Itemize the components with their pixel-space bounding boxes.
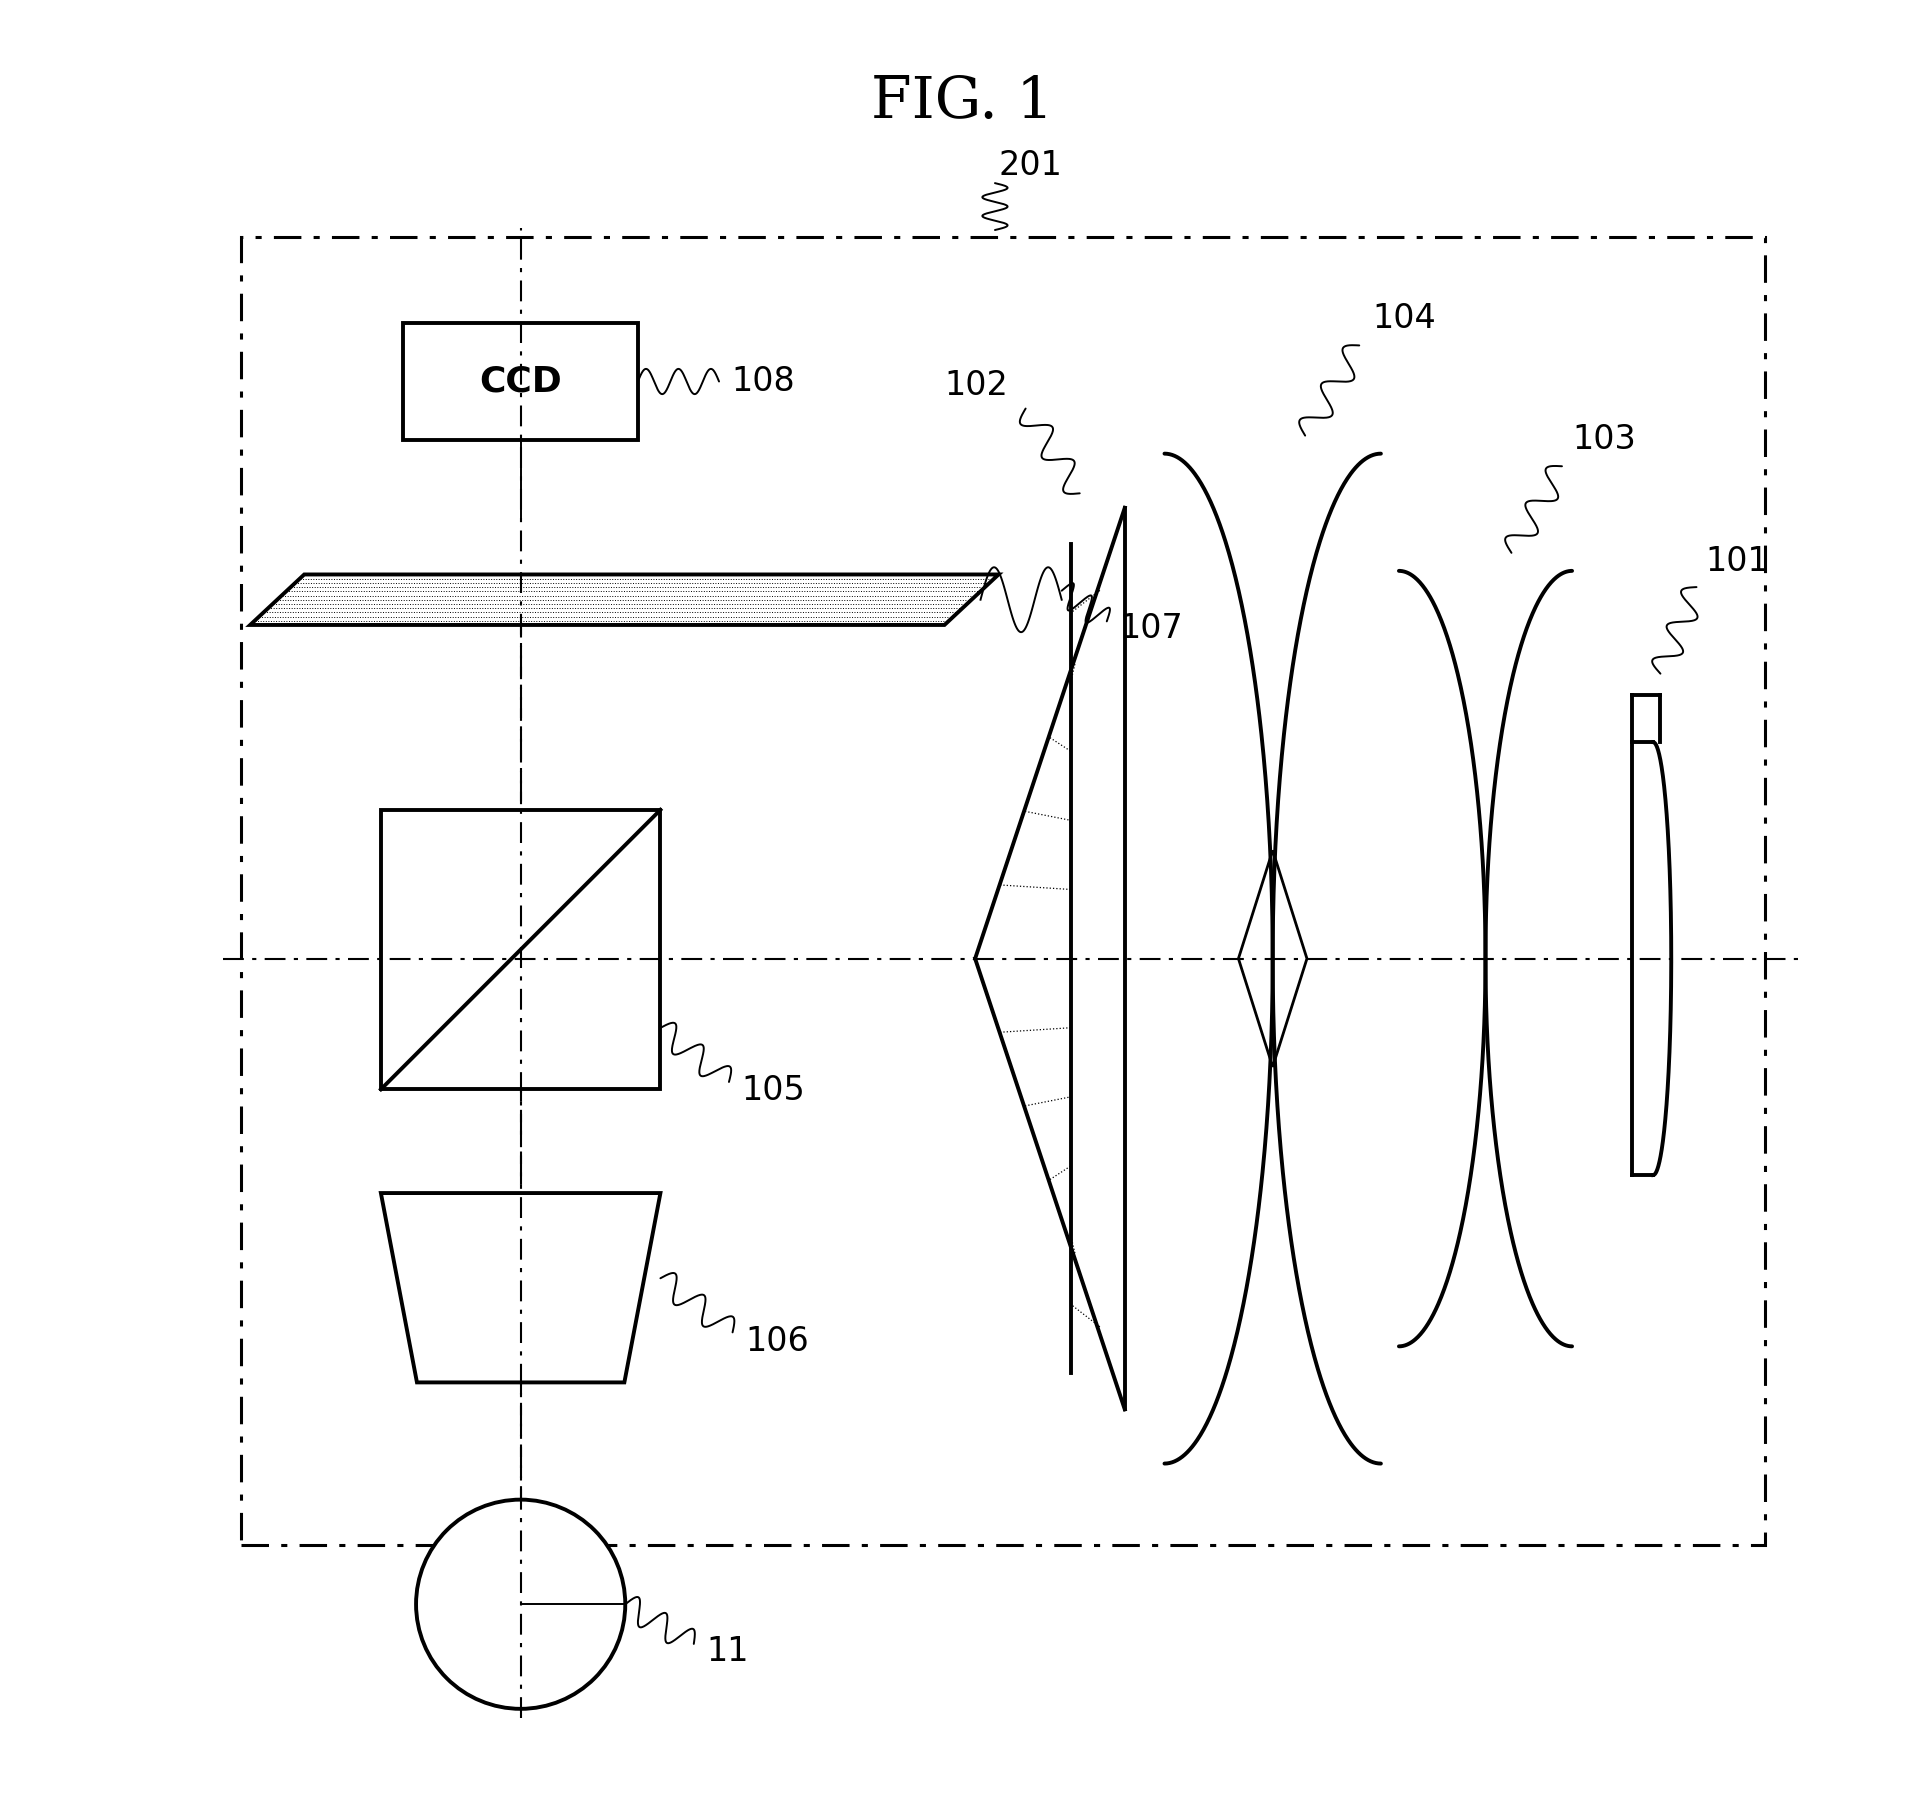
Bar <box>404 322 637 440</box>
Text: 201: 201 <box>999 148 1063 181</box>
Polygon shape <box>1238 850 1307 1067</box>
Text: 103: 103 <box>1573 423 1636 456</box>
Text: 11: 11 <box>706 1635 749 1668</box>
Polygon shape <box>250 575 999 624</box>
Text: 101: 101 <box>1706 545 1769 579</box>
Text: 108: 108 <box>732 365 795 398</box>
Circle shape <box>416 1500 626 1710</box>
Text: 102: 102 <box>945 369 1009 402</box>
Text: 106: 106 <box>745 1324 808 1359</box>
Bar <box>241 237 1765 1545</box>
Text: 104: 104 <box>1373 302 1436 335</box>
Text: FIG. 1: FIG. 1 <box>872 74 1053 130</box>
Text: CCD: CCD <box>479 364 562 398</box>
Polygon shape <box>381 1194 660 1382</box>
Bar <box>381 810 660 1089</box>
Text: 107: 107 <box>1120 611 1184 646</box>
Text: 105: 105 <box>741 1075 805 1107</box>
